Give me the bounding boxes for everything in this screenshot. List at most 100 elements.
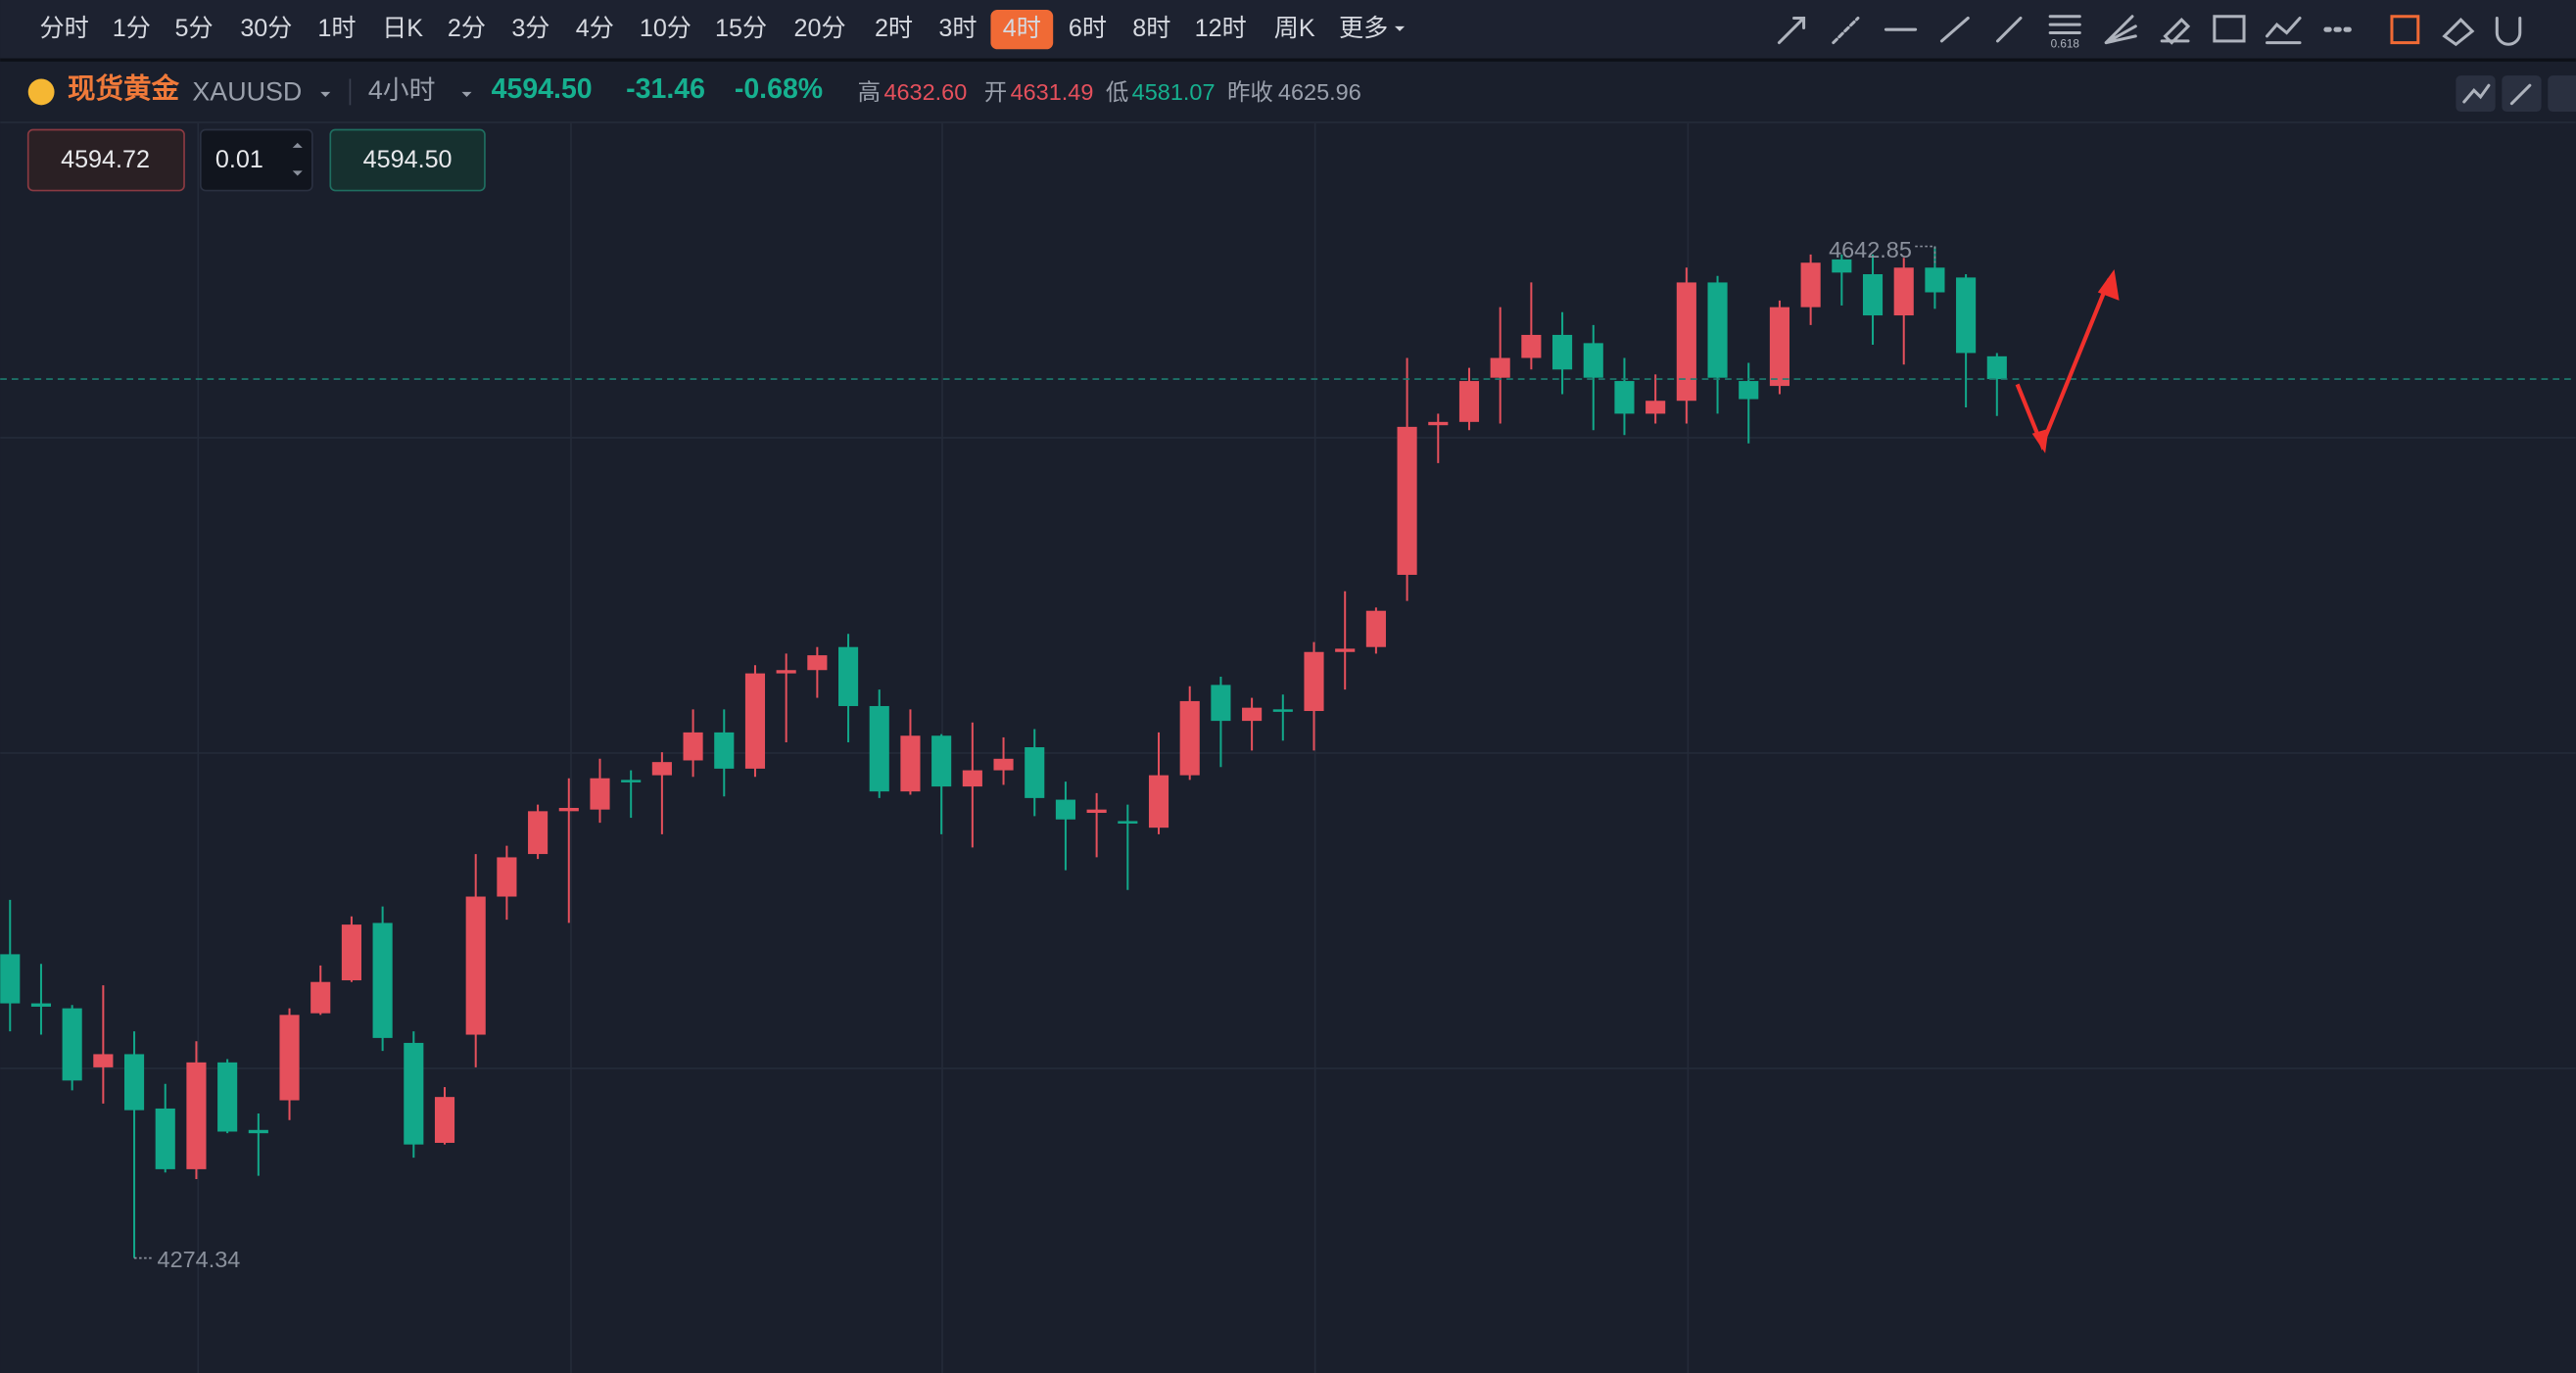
indicator-icon <box>2462 83 2491 104</box>
interval-item[interactable]: 5分 <box>175 15 214 42</box>
sell-button[interactable] <box>26 128 185 192</box>
interval-item[interactable]: 3时 <box>938 15 977 42</box>
max-label: 4642.85 <box>1829 237 1912 262</box>
interval-item[interactable]: 1时 <box>317 15 356 42</box>
candle-body <box>1242 707 1263 722</box>
interval-item[interactable]: 10分 <box>640 15 692 42</box>
candle-body <box>1118 821 1138 824</box>
candle-body <box>1490 357 1510 378</box>
arrow-head <box>2031 269 2120 453</box>
candle-body <box>62 1008 82 1081</box>
candle-body <box>744 673 766 769</box>
candle-body <box>1676 282 1696 402</box>
candle-body <box>1179 700 1200 776</box>
candle-body <box>900 735 921 792</box>
open-value: 4631.49 <box>1011 79 1094 105</box>
candle-body <box>993 758 1014 771</box>
prev-close-label: 昨收 <box>1227 79 1273 105</box>
sell-price[interactable]: 4594.72 <box>61 146 150 173</box>
more-caret <box>1395 25 1406 31</box>
drawing-tools: 0.618 <box>1777 15 2522 50</box>
candle-body <box>1800 262 1821 308</box>
candle-body <box>1614 381 1635 414</box>
interval-item[interactable]: 2时 <box>875 15 913 42</box>
candle-body <box>1893 267 1914 316</box>
tool-wave <box>2266 16 2302 45</box>
period-caret <box>461 91 472 97</box>
candle-body <box>651 762 672 776</box>
high-value: 4632.60 <box>883 79 967 105</box>
candle-body <box>714 732 735 769</box>
candle-body <box>1304 651 1324 712</box>
interval-item[interactable]: 2分 <box>448 15 486 42</box>
buy-price[interactable]: 4594.50 <box>363 146 453 173</box>
interval-item[interactable]: 3分 <box>511 15 549 42</box>
interval-item[interactable]: 分时 <box>39 15 88 42</box>
candle-body <box>528 811 549 855</box>
candle-body <box>434 1097 455 1143</box>
interval-item[interactable]: 30分 <box>240 15 292 42</box>
candle-body <box>869 705 889 792</box>
candle-body <box>931 735 952 787</box>
candle-body <box>1956 277 1977 354</box>
fib-label: 0.618 <box>2051 37 2080 50</box>
period[interactable]: 4小时 <box>368 75 436 105</box>
candle-body <box>1862 274 1884 316</box>
candle-body <box>776 670 796 674</box>
interval-item[interactable]: 15分 <box>715 15 767 42</box>
candle-body <box>404 1042 424 1145</box>
candle-body <box>683 732 703 761</box>
quantity-input[interactable] <box>199 128 313 192</box>
toolbar <box>0 0 2576 60</box>
candle-body <box>1646 401 1666 414</box>
candle-body <box>590 778 610 810</box>
symbol-caret <box>320 91 331 97</box>
symbol-code[interactable]: XAUUSD <box>192 77 302 107</box>
interval-item[interactable]: 12时 <box>1195 15 1247 42</box>
candle-body <box>1055 799 1075 820</box>
candle-body <box>372 923 393 1038</box>
prev-close-value: 4625.96 <box>1278 79 1361 105</box>
candle-body <box>1397 426 1417 575</box>
candle-body <box>1458 381 1480 422</box>
candle-body <box>310 981 331 1014</box>
interval-item[interactable]: 更多 <box>1339 15 1388 42</box>
interval-item[interactable]: 日K <box>382 15 423 42</box>
interval-item[interactable]: 周K <box>1274 15 1315 42</box>
tool-ray <box>1777 16 1806 45</box>
interval-item[interactable]: 8时 <box>1132 15 1170 42</box>
interval-item[interactable]: 6时 <box>1069 15 1107 42</box>
candle-body <box>1428 421 1449 426</box>
candle-body <box>1707 282 1728 378</box>
candle-body <box>217 1062 238 1132</box>
candle-body <box>465 896 486 1035</box>
interval-item[interactable]: 4分 <box>576 15 614 42</box>
buy-button[interactable] <box>329 128 486 192</box>
candle-body <box>1739 381 1759 400</box>
candle-body <box>1025 747 1045 798</box>
interval-item[interactable]: 4时 <box>1003 15 1041 42</box>
tool-fib <box>2048 15 2081 35</box>
candle-body <box>123 1054 145 1111</box>
interval-item[interactable]: 20分 <box>793 15 845 42</box>
quantity[interactable]: 0.01 <box>215 146 263 173</box>
candle-body <box>186 1062 207 1169</box>
candle-body <box>558 807 579 812</box>
candle-body <box>497 857 517 897</box>
high-label: 高 <box>858 79 881 105</box>
candle-body <box>1086 809 1107 814</box>
candle-body <box>1335 648 1356 652</box>
interval-item[interactable]: 1分 <box>113 15 151 42</box>
interval-bar: 分时 1分 5分 30分 1时 日K 2分 3分 4分 10分 15分 20分 2时 3时 4时 6时 8时 12… <box>39 10 1388 50</box>
candles: 4642.85 4274.34 <box>0 237 2576 1272</box>
symbol-name[interactable]: 现货黄金 <box>68 72 180 105</box>
candle-body <box>30 1003 52 1007</box>
open-label: 开 <box>984 79 1007 105</box>
candle-body <box>0 954 21 1004</box>
candle-body <box>1986 355 2007 380</box>
tool-fan <box>2104 15 2137 45</box>
candle-body <box>1521 334 1542 358</box>
tool-brush <box>2160 17 2191 45</box>
settings-button[interactable] <box>2548 75 2576 113</box>
